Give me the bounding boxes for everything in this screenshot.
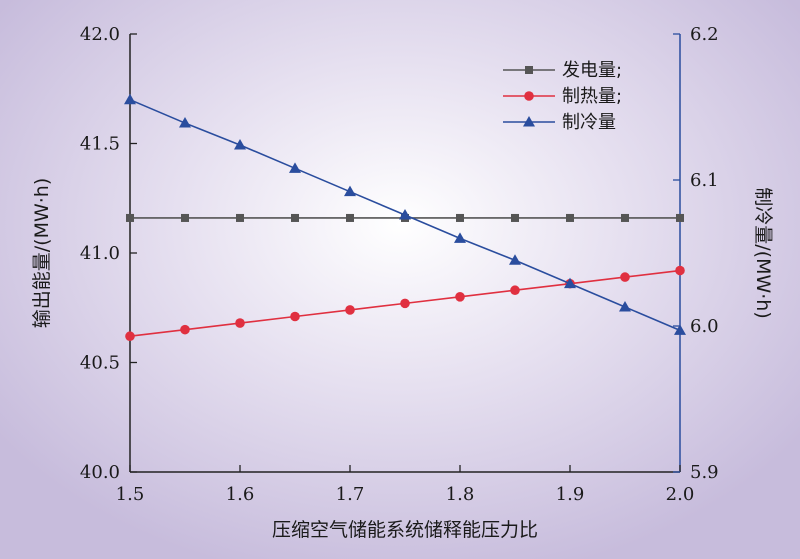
series-point-2 xyxy=(620,272,630,282)
series-point-3 xyxy=(509,254,521,265)
series-point-2 xyxy=(345,305,355,315)
left-y-tick-label: 40.0 xyxy=(80,462,120,483)
x-tick-label: 2.0 xyxy=(666,484,695,505)
series-point-2 xyxy=(455,292,465,302)
left-y-tick-label: 42.0 xyxy=(80,24,120,45)
legend-marker-2 xyxy=(524,91,534,101)
series-point-2 xyxy=(400,298,410,309)
series-point-1 xyxy=(511,213,519,222)
x-tick-label: 1.8 xyxy=(446,484,475,505)
series-point-1 xyxy=(676,213,684,222)
series-point-1 xyxy=(566,213,574,222)
right-y-tick-label: 5.9 xyxy=(690,462,719,483)
legend-marker-1 xyxy=(525,66,533,74)
x-tick-label: 1.5 xyxy=(116,484,145,505)
x-tick-label: 1.9 xyxy=(556,484,585,505)
series-point-2 xyxy=(125,331,135,342)
x-axis-title: 压缩空气储能系统储释能压力比 xyxy=(272,519,538,541)
series-point-3 xyxy=(399,209,411,220)
series-point-3 xyxy=(234,138,246,150)
left-y-tick-label: 40.5 xyxy=(80,353,120,374)
legend: 发电量; 制热量; 制冷量 xyxy=(503,60,622,133)
series-point-3 xyxy=(564,277,576,289)
right-y-tick-label: 6.0 xyxy=(690,316,719,337)
series-point-2 xyxy=(290,311,300,322)
left-y-tick-label: 41.0 xyxy=(80,243,120,264)
legend-label-3: 制冷量 xyxy=(562,112,616,133)
series-point-1 xyxy=(291,213,299,222)
series-point-3 xyxy=(619,301,631,312)
series-point-2 xyxy=(235,318,245,328)
series-point-3 xyxy=(289,162,301,173)
legend-label-2: 制热量; xyxy=(562,86,622,107)
left-y-axis-title: 输出能量/(MW·h) xyxy=(31,178,53,329)
series-point-1 xyxy=(126,213,134,222)
series-point-2 xyxy=(675,265,685,276)
left-y-tick-label: 41.5 xyxy=(80,134,120,155)
series-point-3 xyxy=(124,93,136,105)
series-point-3 xyxy=(454,232,466,243)
x-tick-label: 1.7 xyxy=(336,484,365,505)
series-point-3 xyxy=(344,185,356,197)
x-tick-label: 1.6 xyxy=(226,484,255,505)
right-y-tick-label: 6.2 xyxy=(690,24,719,45)
series-point-2 xyxy=(180,324,190,335)
right-y-axis-title: 制冷量/(MW·h) xyxy=(752,187,774,319)
series-point-1 xyxy=(456,213,464,222)
series-point-1 xyxy=(346,213,354,222)
legend-marker-3 xyxy=(523,116,535,127)
series-point-1 xyxy=(236,213,244,222)
legend-label-1: 发电量; xyxy=(562,60,622,81)
series-point-1 xyxy=(181,213,189,222)
series-point-3 xyxy=(674,324,686,335)
series-point-2 xyxy=(510,285,520,296)
right-y-tick-label: 6.1 xyxy=(690,170,719,191)
series-point-1 xyxy=(621,213,629,222)
series-point-3 xyxy=(179,117,191,128)
